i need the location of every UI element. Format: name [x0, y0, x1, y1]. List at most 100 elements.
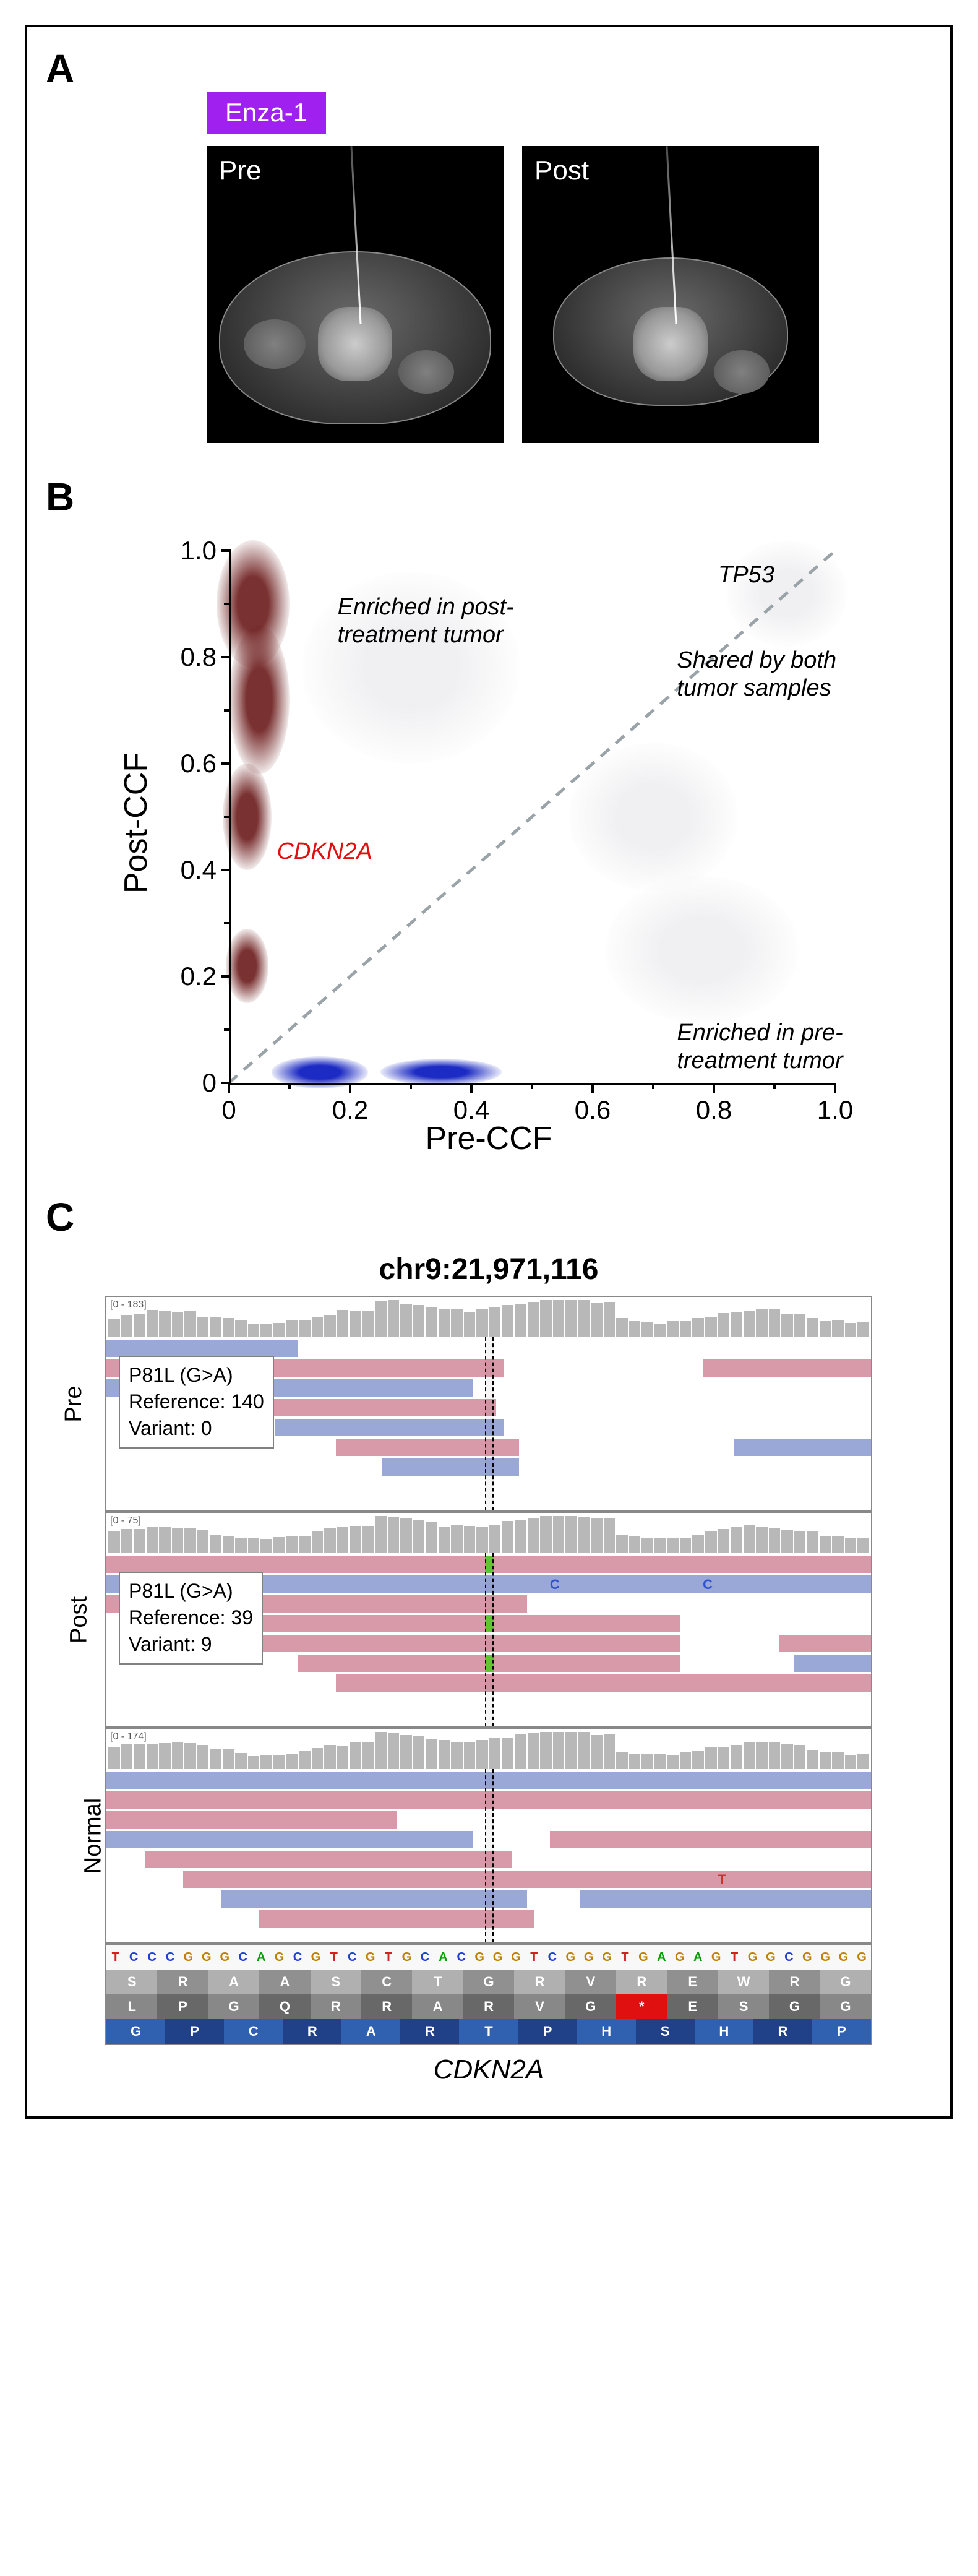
sequencing-read [703, 1359, 871, 1377]
nucleotide-cell: G [470, 1945, 488, 1970]
sequencing-read [145, 1851, 512, 1868]
igv-track-box: [0 - 75]CCP81L (G>A)Reference: 39Variant… [105, 1512, 872, 1728]
coverage-scale: [0 - 75] [110, 1515, 141, 1527]
coverage-bar [489, 1525, 501, 1553]
coverage-bar [654, 1754, 666, 1769]
coverage-bar [591, 1303, 603, 1337]
sequencing-read [779, 1635, 871, 1652]
ct-mass [398, 350, 454, 394]
nucleotide-cell: G [361, 1945, 379, 1970]
coverage-bar [578, 1517, 590, 1553]
coverage-bar [553, 1732, 565, 1769]
coverage-bar [604, 1518, 616, 1553]
sequence-track: TCCCGGGCAGCGTCGTGCACGGGTCGGGTGAGAGTGGCGG… [105, 1944, 872, 2045]
sequencing-read [221, 1890, 526, 1908]
sequencing-read [106, 1811, 397, 1829]
sequencing-read [221, 1615, 680, 1632]
coverage-bar [375, 1732, 387, 1769]
coverage-bar [337, 1527, 349, 1553]
nucleotide-cell: G [744, 1945, 761, 1970]
coverage-bar [692, 1751, 704, 1769]
nucleotide-cell: C [416, 1945, 434, 1970]
coverage-bar [744, 1525, 755, 1553]
coverage-bar [705, 1531, 717, 1553]
aminoacid-cell: G [106, 2019, 165, 2044]
nucleotide-cell: G [507, 1945, 525, 1970]
ct-image-post: Post [522, 146, 819, 443]
locus-title: chr9:21,971,116 [46, 1252, 932, 1286]
chart-annotation: CDKN2A [277, 838, 372, 866]
coverage-bar [184, 1743, 196, 1769]
x-tick-label: 0.6 [575, 1095, 611, 1125]
coverage-bar [375, 1516, 387, 1553]
coverage-bar [502, 1305, 513, 1338]
coverage-bar [197, 1317, 209, 1337]
coverage-bar [235, 1538, 247, 1553]
coverage-bar [794, 1745, 806, 1769]
aminoacid-cell: L [106, 1994, 157, 2019]
aminoacid-cell: R [157, 1970, 208, 1994]
coverage-bar [845, 1323, 857, 1337]
aminoacid-cell: H [695, 2019, 753, 2044]
y-tick [221, 549, 231, 552]
coverage-bar [756, 1527, 768, 1553]
coverage-bar [744, 1311, 755, 1337]
coverage-bar [731, 1527, 742, 1553]
sequencing-read [106, 1340, 298, 1357]
gene-label: CDKN2A [46, 2054, 932, 2085]
ccf-scatter-chart: Post-CCF Pre-CCF 000.20.20.40.40.60.60.8… [118, 538, 860, 1157]
coverage-bar [312, 1531, 324, 1553]
coverage-bar [540, 1516, 552, 1553]
coverage-bar [857, 1538, 869, 1553]
nucleotide-cell: C [780, 1945, 798, 1970]
coverage-bar [159, 1311, 171, 1337]
ct-image-row: Pre Post [207, 146, 932, 443]
coverage-bar [769, 1309, 781, 1337]
aminoacid-cell: G [820, 1970, 871, 1994]
panel-b: B Post-CCF Pre-CCF 000.20.20.40.40.60.60… [46, 474, 932, 1157]
coverage-bar [350, 1311, 361, 1337]
coverage-bar [705, 1317, 717, 1337]
aminoacid-cell: C [224, 2019, 283, 2044]
coverage-bar [565, 1732, 577, 1769]
y-tick [221, 656, 231, 658]
coverage-bar [235, 1753, 247, 1769]
coverage-bar [260, 1755, 272, 1769]
coverage-bar [629, 1754, 641, 1769]
nucleotide-cell: T [525, 1945, 543, 1970]
coverage-bar [616, 1752, 628, 1769]
aminoacid-cell: H [577, 2019, 636, 2044]
coverage-bar [426, 1307, 437, 1337]
panel-c-label: C [46, 1194, 932, 1240]
sequencing-read [550, 1831, 871, 1848]
coverage-bar [248, 1756, 260, 1769]
coverage-bar [629, 1536, 641, 1554]
coverage-bar [845, 1538, 857, 1553]
coverage-bar [820, 1752, 831, 1769]
density-blob [568, 743, 738, 892]
coverage-bar [540, 1732, 552, 1769]
nucleotide-cell: G [197, 1945, 215, 1970]
coverage-bar [629, 1321, 641, 1337]
coverage-bar [578, 1732, 590, 1769]
nucleotide-cell: G [216, 1945, 234, 1970]
ct-image-pre: Pre [207, 146, 504, 443]
coverage-bar [616, 1535, 628, 1553]
y-tick-label: 1.0 [179, 536, 217, 566]
coverage-bar [654, 1324, 666, 1337]
aminoacid-cell: P [165, 2019, 224, 2044]
aminoacid-cell: R [283, 2019, 341, 2044]
coverage-track: [0 - 183] [106, 1297, 871, 1337]
coverage-bar [641, 1754, 653, 1769]
coverage-bar [426, 1522, 437, 1553]
coverage-bar [794, 1531, 806, 1553]
coverage-bar [845, 1755, 857, 1769]
coverage-bar [324, 1745, 336, 1769]
y-tick-label: 0.8 [179, 642, 217, 672]
coverage-bar [718, 1529, 730, 1553]
coverage-bar [832, 1752, 844, 1769]
x-tick-label: 0.4 [453, 1095, 489, 1125]
aminoacid-cell: A [341, 2019, 400, 2044]
coverage-bar [680, 1538, 692, 1553]
coverage-bar [528, 1302, 539, 1337]
